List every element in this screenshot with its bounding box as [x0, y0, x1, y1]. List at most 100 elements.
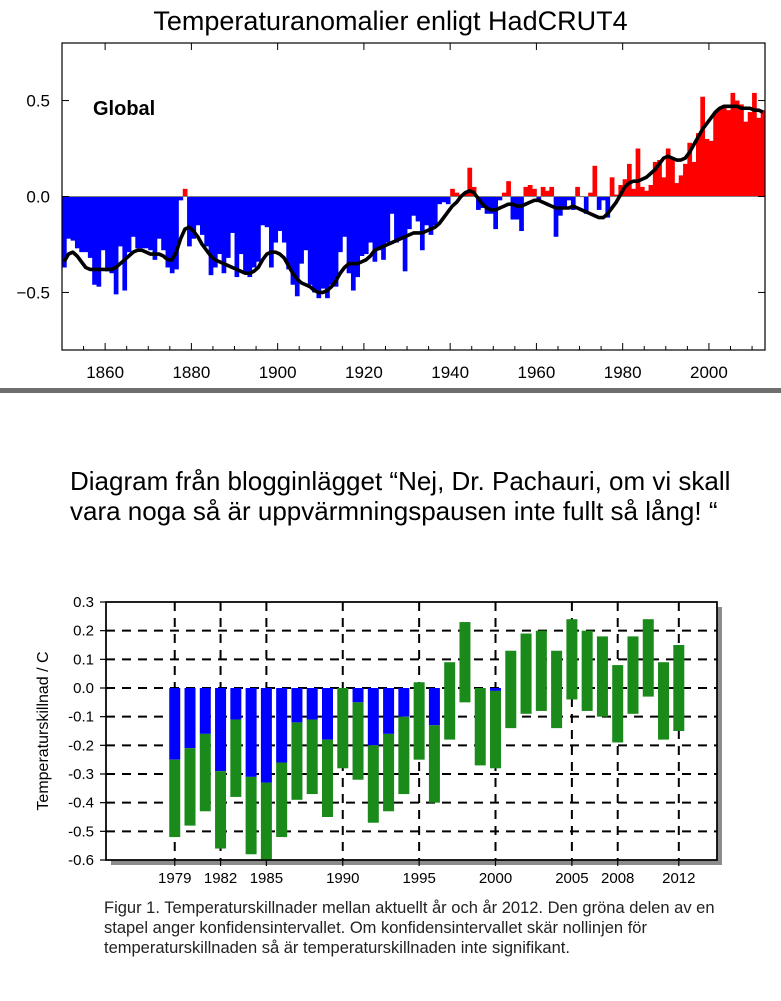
- difference-bar: [276, 688, 288, 763]
- anomaly-bar: [730, 92, 736, 197]
- anomaly-bar: [376, 196, 382, 251]
- anomaly-bar: [734, 100, 740, 197]
- anomaly-bar: [428, 196, 434, 235]
- confidence-bar: [428, 725, 440, 803]
- anomaly-bar: [70, 196, 76, 241]
- x-tick-label: 1980: [604, 363, 642, 382]
- anomaly-bar: [299, 196, 304, 264]
- x-tick-label: 2012: [662, 870, 695, 887]
- confidence-bar: [276, 762, 288, 838]
- anomaly-bar: [398, 196, 404, 239]
- confidence-bar: [321, 739, 333, 817]
- anomaly-bar: [212, 196, 218, 268]
- y-tick-label: 0.2: [73, 623, 94, 640]
- confidence-bar: [199, 733, 211, 812]
- anomaly-bar: [575, 186, 580, 197]
- anomaly-bar: [670, 158, 675, 197]
- anomaly-bar: [269, 196, 274, 268]
- anomaly-bar: [437, 196, 442, 205]
- x-tick-label: 1995: [402, 870, 435, 887]
- y-axis-label: Temperaturskillnad / C: [35, 651, 52, 810]
- anomaly-bar: [450, 188, 455, 197]
- anomaly-bar: [221, 196, 227, 274]
- anomaly-bar: [178, 196, 184, 201]
- anomaly-bar: [156, 196, 162, 239]
- anomaly-bar: [381, 196, 386, 260]
- anomaly-bar: [273, 196, 279, 243]
- anomaly-bar: [290, 196, 296, 285]
- anomaly-bar: [105, 196, 110, 272]
- anomaly-bar: [225, 196, 231, 258]
- anomaly-bar: [726, 110, 731, 197]
- confidence-bar: [581, 630, 593, 711]
- anomaly-bar: [79, 196, 84, 253]
- confidence-bar: [535, 630, 547, 711]
- plot-frame: [105, 601, 718, 861]
- anomaly-bar: [325, 196, 330, 299]
- confidence-bar: [398, 716, 410, 795]
- difference-bar: [367, 688, 379, 746]
- anomaly-bar: [713, 112, 718, 197]
- anomaly-bar: [445, 196, 451, 205]
- confidence-bar: [337, 688, 349, 769]
- anomaly-bar: [562, 196, 567, 209]
- y-tick-label: −0.5: [16, 283, 50, 302]
- bars: [169, 619, 685, 860]
- y-tick-label: -0.3: [68, 766, 94, 783]
- y-tick-label: 0.0: [26, 188, 50, 207]
- confidence-bar: [490, 690, 502, 769]
- anomaly-bar: [501, 192, 507, 197]
- anomaly-bar: [74, 196, 80, 249]
- confidence-bar: [215, 771, 227, 849]
- anomaly-bar: [527, 184, 533, 197]
- anomaly-bar: [83, 196, 89, 253]
- anomaly-bar: [307, 196, 313, 285]
- anomaly-bar: [665, 148, 671, 197]
- anomaly-bar: [760, 110, 766, 197]
- anomaly-bar: [639, 186, 645, 197]
- confidence-bar: [352, 702, 364, 780]
- anomaly-bar: [532, 188, 537, 197]
- anomaly-bar: [652, 161, 658, 197]
- anomaly-bar: [407, 196, 412, 230]
- anomaly-bar: [161, 196, 166, 251]
- x-tick-label: 1880: [172, 363, 210, 382]
- x-tick-label: 1860: [86, 363, 124, 382]
- difference-bar: [215, 688, 227, 772]
- anomaly-bar: [316, 196, 322, 299]
- anomaly-bar: [683, 163, 688, 197]
- difference-bar: [260, 688, 272, 783]
- smoothed-line: [62, 104, 764, 295]
- difference-bar: [490, 688, 502, 691]
- anomaly-bar: [514, 196, 520, 220]
- plot-frame-border: [105, 601, 718, 861]
- x-tick-label: 2008: [601, 870, 634, 887]
- anomaly-bar: [506, 181, 511, 197]
- difference-bar: [169, 688, 181, 760]
- confidence-bar: [413, 682, 425, 760]
- anomaly-bar: [96, 196, 102, 287]
- anomaly-bar: [109, 196, 115, 274]
- anomaly-bar: [247, 196, 253, 278]
- anomaly-bar: [704, 138, 710, 197]
- x-tick-label: 1960: [518, 363, 556, 382]
- figure-caption: Figur 1. Temperaturskillnader mellan akt…: [104, 899, 715, 957]
- anomaly-bar: [230, 196, 235, 233]
- anomaly-bar: [359, 196, 365, 256]
- anomaly-bar: [756, 117, 762, 197]
- anomaly-bar: [657, 160, 662, 197]
- anomaly-bar: [510, 196, 516, 220]
- anomaly-bar: [303, 196, 309, 251]
- anomaly-bar: [152, 196, 158, 260]
- anomaly-bar: [549, 186, 555, 197]
- anomaly-bar: [143, 196, 149, 249]
- anomaly-bar: [596, 196, 602, 210]
- anomaly-bar: [346, 196, 352, 274]
- confidence-bar: [673, 645, 685, 731]
- anomaly-bar: [691, 161, 697, 197]
- anomaly-bar: [389, 196, 395, 214]
- anomaly-bar: [66, 196, 72, 239]
- temperature-difference-chart: 0.3 0.2 0.1 0.0 -0.1 -0.2 -0.3 -0.4 -0.5 -0.6 1979…: [35, 594, 722, 887]
- anomaly-bar: [739, 104, 744, 197]
- confidence-bar: [444, 662, 456, 740]
